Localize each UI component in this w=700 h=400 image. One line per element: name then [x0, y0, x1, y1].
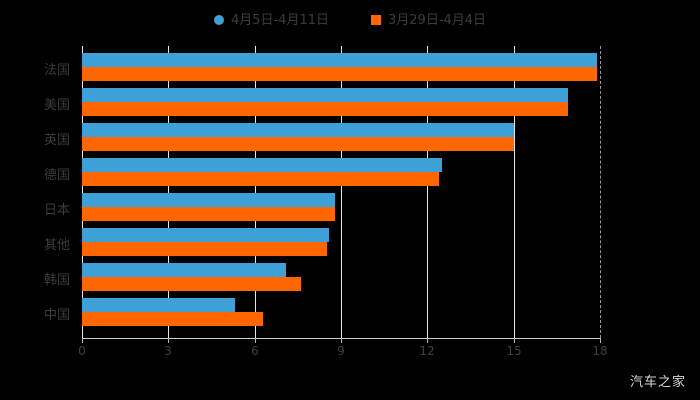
bar[interactable]	[82, 193, 335, 207]
bar[interactable]	[82, 277, 301, 291]
watermark: 汽车之家	[629, 375, 686, 390]
bar[interactable]	[82, 298, 235, 312]
x-tick-mark-3	[168, 338, 169, 343]
x-tick-label: 0	[78, 344, 86, 358]
y-axis-label: 英国	[43, 133, 70, 148]
bar-series-group	[82, 46, 600, 338]
bar[interactable]	[82, 228, 329, 242]
legend-marker-circle-icon	[213, 15, 224, 25]
gridline-x-3	[168, 46, 169, 338]
gridline-x-12	[427, 46, 428, 338]
gridline-x-9	[341, 46, 342, 338]
bar[interactable]	[82, 123, 514, 137]
y-axis-label: 法国	[43, 63, 70, 78]
bar[interactable]	[82, 53, 597, 67]
legend-label-series-2: 3月29日-4月4日	[388, 12, 487, 28]
x-tick-mark-6	[255, 338, 256, 343]
legend-marker-square-icon	[371, 15, 381, 25]
x-tick-mark-18	[600, 338, 601, 343]
x-tick-mark-9	[341, 338, 342, 343]
bar[interactable]	[82, 242, 327, 256]
gridline-x-0	[82, 46, 83, 338]
bar[interactable]	[82, 312, 263, 326]
plot-area	[82, 46, 601, 338]
legend-item-series-2[interactable]: 3月29日-4月4日	[371, 14, 486, 27]
y-axis-label: 美国	[43, 98, 70, 113]
y-axis-label: 日本	[43, 203, 70, 218]
bar[interactable]	[82, 67, 597, 81]
legend-item-series-1[interactable]: 4月5日-4月11日	[213, 12, 329, 28]
x-tick-label: 3	[164, 344, 172, 358]
chart-legend: 4月5日-4月11日 3月29日-4月4日	[0, 10, 700, 30]
bar[interactable]	[82, 158, 442, 172]
y-axis-label: 中国	[43, 308, 70, 323]
x-tick-label: 15	[506, 344, 522, 358]
gridline-x-18	[600, 46, 601, 338]
x-tick-mark-12	[427, 338, 428, 343]
y-axis-label: 其他	[43, 238, 70, 253]
x-tick-label: 12	[419, 344, 435, 358]
bar[interactable]	[82, 88, 568, 102]
y-axis-label: 德国	[43, 168, 70, 183]
x-tick-mark-0	[82, 338, 83, 343]
x-tick-label: 18	[592, 344, 608, 358]
bar[interactable]	[82, 102, 568, 116]
x-tick-mark-15	[514, 338, 515, 343]
bar[interactable]	[82, 263, 286, 277]
x-tick-label: 9	[337, 344, 345, 358]
bar[interactable]	[82, 172, 439, 186]
bar[interactable]	[82, 137, 514, 151]
x-tick-label: 6	[251, 344, 259, 358]
y-axis-label: 韩国	[43, 273, 70, 288]
gridline-x-6	[255, 46, 256, 338]
gridline-x-15	[514, 46, 515, 338]
bar[interactable]	[82, 207, 335, 221]
legend-label-series-1: 4月5日-4月11日	[230, 12, 329, 28]
